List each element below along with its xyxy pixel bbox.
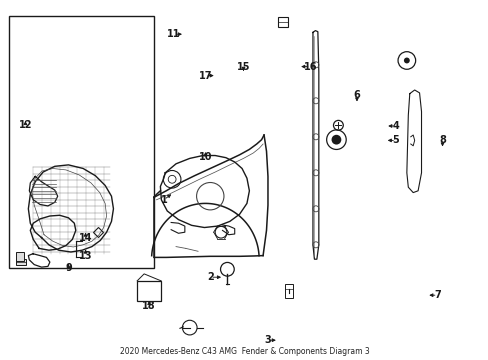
Text: 13: 13 bbox=[79, 251, 92, 261]
Text: 8: 8 bbox=[438, 135, 445, 145]
Bar bbox=[16, 259, 26, 265]
Text: 1: 1 bbox=[160, 195, 167, 205]
Text: 6: 6 bbox=[353, 90, 360, 100]
Bar bbox=[9, 16, 154, 268]
Text: 18: 18 bbox=[142, 301, 156, 311]
Text: 17: 17 bbox=[198, 71, 212, 81]
Text: 7: 7 bbox=[433, 290, 440, 300]
Bar bbox=[284, 284, 292, 298]
Text: 14: 14 bbox=[79, 233, 92, 243]
Bar bbox=[137, 281, 161, 301]
Text: 11: 11 bbox=[166, 29, 180, 39]
Text: 15: 15 bbox=[236, 62, 250, 72]
Text: 12: 12 bbox=[19, 120, 32, 130]
Bar bbox=[277, 17, 287, 27]
Text: 2: 2 bbox=[206, 272, 213, 282]
Text: 3: 3 bbox=[264, 335, 271, 345]
Text: 10: 10 bbox=[198, 152, 212, 162]
Circle shape bbox=[331, 135, 341, 145]
Text: 9: 9 bbox=[65, 263, 72, 273]
Circle shape bbox=[403, 58, 409, 63]
Text: 5: 5 bbox=[392, 135, 399, 145]
Text: 16: 16 bbox=[303, 62, 317, 72]
Text: 4: 4 bbox=[392, 121, 399, 131]
Text: 2020 Mercedes-Benz C43 AMG  Fender & Components Diagram 3: 2020 Mercedes-Benz C43 AMG Fender & Comp… bbox=[120, 346, 368, 356]
Bar bbox=[16, 252, 24, 261]
